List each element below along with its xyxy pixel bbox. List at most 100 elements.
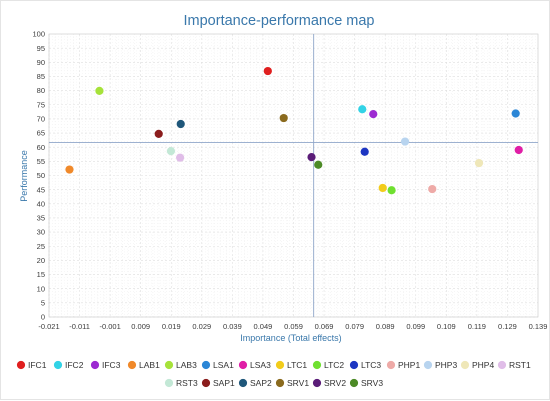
point-ltc1[interactable] xyxy=(378,183,387,193)
legend-label: LTC3 xyxy=(361,360,381,370)
x-tick-label: 0.069 xyxy=(315,322,334,331)
y-tick-label: 25 xyxy=(37,242,45,251)
grid xyxy=(48,34,538,318)
y-tick-label: 0 xyxy=(41,313,45,322)
y-tick-label: 85 xyxy=(37,72,45,81)
legend-marker xyxy=(238,360,248,370)
point-sap1[interactable] xyxy=(154,129,163,138)
legend-item-php3[interactable]: PHP3 xyxy=(423,360,458,370)
point-lsa3[interactable] xyxy=(514,145,523,155)
point-ifc3[interactable] xyxy=(369,109,378,119)
legend-label: IFC2 xyxy=(65,360,84,370)
legend-label: RST1 xyxy=(509,360,531,370)
x-axis-label: Importance (Total effects) xyxy=(240,333,341,343)
legend-item-lab1[interactable]: LAB1 xyxy=(127,360,160,370)
x-tick-label: 0.029 xyxy=(192,322,211,331)
point-rst3[interactable] xyxy=(166,147,176,156)
legend-item-srv1[interactable]: SRV1 xyxy=(275,378,309,388)
y-tick-labels: 0 5 10 15 20 25 30 35 40 45 50 55 60 65 70 75 80 85 90 95 10… xyxy=(32,30,45,322)
y-tick-label: 60 xyxy=(37,143,45,152)
legend-marker xyxy=(349,360,359,370)
legend-marker xyxy=(201,360,211,370)
y-tick-label: 90 xyxy=(37,58,45,67)
legend-marker xyxy=(460,360,470,370)
legend-marker xyxy=(53,360,63,370)
legend-label: PHP3 xyxy=(435,360,457,370)
legend-item-php4[interactable]: PHP4 xyxy=(460,360,495,370)
y-tick-label: 50 xyxy=(37,171,45,180)
x-tick-label: 0.059 xyxy=(284,322,303,331)
legend-marker xyxy=(127,360,137,370)
y-tick-label: 75 xyxy=(37,100,45,109)
point-php1[interactable] xyxy=(428,184,437,194)
x-tick-label: 0.009 xyxy=(131,322,150,331)
legend[interactable]: IFC1 IFC2 IFC3 LAB1 LAB3 LSA1 LSA3 LTC1 LTC2 LTC3… xyxy=(16,360,531,388)
legend-item-ltc1[interactable]: LTC1 xyxy=(275,360,308,370)
legend-label: LTC2 xyxy=(324,360,344,370)
point-php4[interactable] xyxy=(474,158,484,168)
legend-item-lab3[interactable]: LAB3 xyxy=(164,360,197,370)
x-tick-label: 0.039 xyxy=(223,322,242,331)
legend-marker xyxy=(164,360,174,370)
legend-marker xyxy=(16,360,26,370)
data-points xyxy=(65,66,523,195)
y-tick-label: 70 xyxy=(37,115,45,124)
legend-marker xyxy=(90,360,100,370)
legend-label: LAB1 xyxy=(139,360,160,370)
point-ifc1[interactable] xyxy=(263,66,272,76)
x-tick-label: -0.011 xyxy=(69,322,90,331)
x-tick-label: 0.019 xyxy=(162,322,181,331)
legend-marker xyxy=(312,360,322,370)
legend-marker xyxy=(312,378,322,388)
chart-title: Importance-performance map xyxy=(184,13,375,29)
point-srv3[interactable] xyxy=(314,160,323,169)
y-tick-label: 35 xyxy=(37,214,45,223)
legend-item-php1[interactable]: PHP1 xyxy=(386,360,421,370)
legend-item-sap2[interactable]: SAP2 xyxy=(238,378,272,388)
legend-label: IFC3 xyxy=(102,360,121,370)
point-lab1[interactable] xyxy=(65,165,74,174)
legend-label: SRV3 xyxy=(361,378,383,388)
legend-item-lsa1[interactable]: LSA1 xyxy=(201,360,234,370)
reference-lines xyxy=(49,34,538,317)
x-tick-label: 0.119 xyxy=(468,322,486,331)
legend-label: LSA1 xyxy=(213,360,234,370)
legend-marker xyxy=(164,378,174,388)
legend-item-ifc1[interactable]: IFC1 xyxy=(16,360,47,370)
point-ltc3[interactable] xyxy=(360,147,369,156)
y-tick-label: 95 xyxy=(37,44,45,53)
x-tick-label: -0.021 xyxy=(38,322,59,331)
point-ltc2[interactable] xyxy=(387,186,396,195)
legend-label: LAB3 xyxy=(176,360,197,370)
legend-marker xyxy=(238,378,248,388)
legend-label: SRV1 xyxy=(287,378,309,388)
x-tick-label: 0.049 xyxy=(254,322,273,331)
legend-item-srv2[interactable]: SRV2 xyxy=(312,378,346,388)
x-tick-label: 0.099 xyxy=(406,322,425,331)
legend-item-srv3[interactable]: SRV3 xyxy=(349,378,383,388)
legend-item-lsa3[interactable]: LSA3 xyxy=(238,360,271,370)
x-tick-label: 0.129 xyxy=(498,322,517,331)
point-ifc2[interactable] xyxy=(358,105,367,114)
legend-label: IFC1 xyxy=(28,360,47,370)
point-sap2[interactable] xyxy=(176,119,185,129)
point-srv2[interactable] xyxy=(307,153,316,162)
legend-item-ifc3[interactable]: IFC3 xyxy=(90,360,121,370)
point-lsa1[interactable] xyxy=(511,109,520,118)
legend-item-ifc2[interactable]: IFC2 xyxy=(53,360,84,370)
legend-item-ltc2[interactable]: LTC2 xyxy=(312,360,345,370)
legend-item-rst1[interactable]: RST1 xyxy=(497,360,531,370)
point-rst1[interactable] xyxy=(176,153,185,162)
point-php3[interactable] xyxy=(400,137,410,146)
point-lab3[interactable] xyxy=(95,86,104,95)
legend-label: LTC1 xyxy=(287,360,307,370)
point-srv1[interactable] xyxy=(279,113,288,123)
x-tick-label: 0.139 xyxy=(529,322,548,331)
x-tick-label: 0.109 xyxy=(437,322,456,331)
legend-item-rst3[interactable]: RST3 xyxy=(164,378,198,388)
legend-label: PHP4 xyxy=(472,360,494,370)
legend-marker xyxy=(386,360,396,370)
legend-item-ltc3[interactable]: LTC3 xyxy=(349,360,382,370)
legend-item-sap1[interactable]: SAP1 xyxy=(201,378,235,388)
y-tick-label: 80 xyxy=(37,86,45,95)
